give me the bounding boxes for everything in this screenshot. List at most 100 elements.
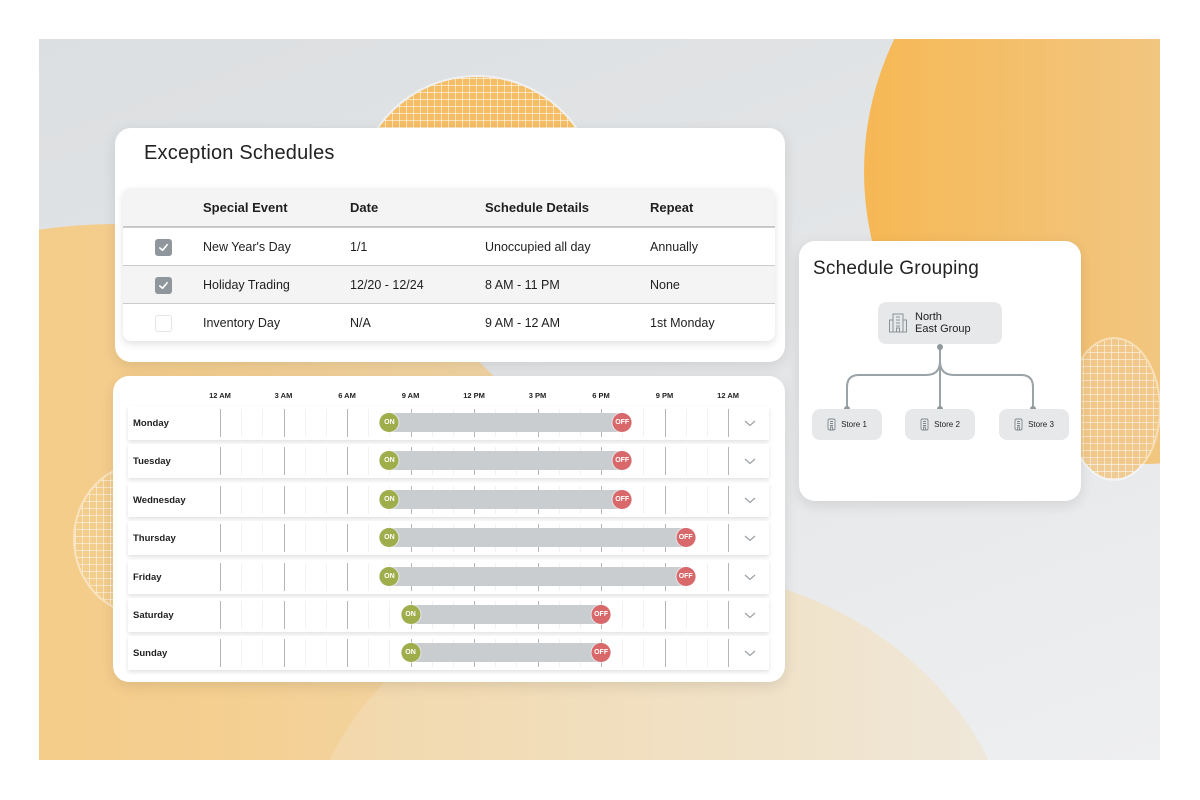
- grid-line: [262, 563, 264, 591]
- day-label: Tuesday: [133, 455, 171, 467]
- grid-line: [262, 639, 264, 667]
- grid-line: [325, 409, 327, 437]
- on-handle[interactable]: ON: [379, 490, 399, 509]
- chevron-down-icon[interactable]: [743, 532, 757, 544]
- chevron-down-icon[interactable]: [743, 494, 757, 506]
- decorative-sphere-right: [1069, 339, 1159, 479]
- column-header-schedule-details: Schedule Details: [485, 199, 590, 215]
- on-handle[interactable]: ON: [379, 451, 399, 470]
- building-icon: [889, 313, 907, 333]
- grid-line: [262, 601, 264, 629]
- grid-line: [728, 409, 730, 437]
- chevron-down-icon[interactable]: [743, 571, 757, 583]
- store-label: Store 1: [841, 420, 867, 429]
- grid-line: [368, 409, 370, 437]
- grid-line: [347, 601, 348, 629]
- grid-line: [368, 639, 370, 667]
- on-handle[interactable]: ON: [379, 567, 399, 586]
- grid-line: [728, 486, 730, 514]
- cell-repeat: None: [650, 278, 680, 292]
- schedule-bar[interactable]: [379, 490, 633, 509]
- column-header-date: Date: [350, 199, 379, 215]
- grid-line: [706, 409, 708, 437]
- grid-line: [706, 601, 708, 629]
- grid-line: [643, 486, 645, 514]
- chevron-down-icon[interactable]: [743, 455, 757, 467]
- day-schedule-row[interactable]: Saturday ON OFF: [128, 598, 769, 632]
- group-node-north-east[interactable]: North East Group: [878, 302, 1002, 344]
- day-schedule-row[interactable]: Thursday ON OFF: [128, 521, 769, 555]
- chevron-down-icon[interactable]: [743, 609, 757, 621]
- row-checkbox[interactable]: [155, 315, 172, 332]
- hour-tick-label: 3 AM: [274, 391, 293, 400]
- row-checkbox[interactable]: [155, 239, 172, 256]
- store-icon: [1014, 418, 1023, 431]
- store-icon: [920, 418, 929, 431]
- chevron-down-icon[interactable]: [743, 417, 757, 429]
- schedule-bar[interactable]: [400, 643, 611, 662]
- off-handle[interactable]: OFF: [612, 413, 632, 432]
- off-handle[interactable]: OFF: [612, 490, 632, 509]
- grid-line: [283, 639, 285, 667]
- grid-line: [347, 639, 348, 667]
- grid-line: [368, 601, 370, 629]
- grid-line: [241, 563, 243, 591]
- grid-line: [706, 486, 708, 514]
- cell-date: N/A: [350, 316, 371, 330]
- off-handle[interactable]: OFF: [591, 605, 611, 624]
- schedule-bar[interactable]: [379, 413, 633, 432]
- group-connector-lines: [844, 344, 1036, 412]
- chevron-down-icon[interactable]: [743, 647, 757, 659]
- grid-line: [220, 447, 221, 475]
- table-row[interactable]: Inventory Day N/A 9 AM - 12 AM 1st Monday: [123, 303, 775, 341]
- grid-line: [368, 563, 370, 591]
- table-header-row: Special Event Date Schedule Details Repe…: [123, 188, 775, 227]
- grid-line: [241, 447, 243, 475]
- day-label: Thursday: [133, 532, 176, 544]
- table-row[interactable]: New Year's Day 1/1 Unoccupied all day Annua…: [123, 227, 775, 266]
- grid-line: [262, 447, 264, 475]
- store-node[interactable]: Store 1: [812, 409, 882, 440]
- off-handle[interactable]: OFF: [612, 451, 632, 470]
- grid-line: [368, 524, 370, 552]
- grid-line: [325, 524, 327, 552]
- grid-line: [728, 447, 730, 475]
- schedule-bar[interactable]: [379, 567, 696, 586]
- hour-tick-label: 12 PM: [463, 391, 485, 400]
- day-schedule-row[interactable]: Friday ON OFF: [128, 560, 769, 594]
- store-icon: [827, 418, 836, 431]
- grid-line: [304, 447, 306, 475]
- on-handle[interactable]: ON: [379, 528, 399, 547]
- group-name-line1: North: [915, 311, 942, 323]
- day-label: Friday: [133, 571, 162, 583]
- schedule-bar[interactable]: [379, 528, 696, 547]
- hour-tick-label: 3 PM: [528, 391, 547, 400]
- group-name-line2: East Group: [915, 323, 971, 335]
- off-handle[interactable]: OFF: [591, 643, 611, 662]
- store-node[interactable]: Store 2: [905, 409, 975, 440]
- row-checkbox[interactable]: [155, 277, 172, 294]
- schedule-bar[interactable]: [379, 451, 633, 470]
- grid-line: [368, 486, 370, 514]
- off-handle[interactable]: OFF: [676, 567, 696, 586]
- day-schedule-row[interactable]: Wednesday ON OFF: [128, 483, 769, 517]
- store-node[interactable]: Store 3: [999, 409, 1069, 440]
- column-header-special-event: Special Event: [203, 199, 288, 215]
- on-handle[interactable]: ON: [401, 643, 420, 662]
- grid-line: [241, 486, 243, 514]
- grid-line: [389, 639, 391, 667]
- day-schedule-row[interactable]: Monday ON OFF: [128, 406, 769, 440]
- grid-line: [706, 524, 708, 552]
- table-row[interactable]: Holiday Trading 12/20 - 12/24 8 AM - 11 PM…: [123, 265, 775, 304]
- grid-line: [283, 524, 285, 552]
- on-handle[interactable]: ON: [401, 605, 420, 624]
- grid-line: [728, 601, 730, 629]
- grid-line: [304, 601, 306, 629]
- on-handle[interactable]: ON: [379, 413, 399, 432]
- day-schedule-row[interactable]: Sunday ON OFF: [128, 636, 769, 670]
- off-handle[interactable]: OFF: [676, 528, 696, 547]
- schedule-bar[interactable]: [400, 605, 611, 624]
- grid-line: [220, 563, 221, 591]
- day-schedule-row[interactable]: Tuesday ON OFF: [128, 444, 769, 478]
- grid-line: [622, 601, 624, 629]
